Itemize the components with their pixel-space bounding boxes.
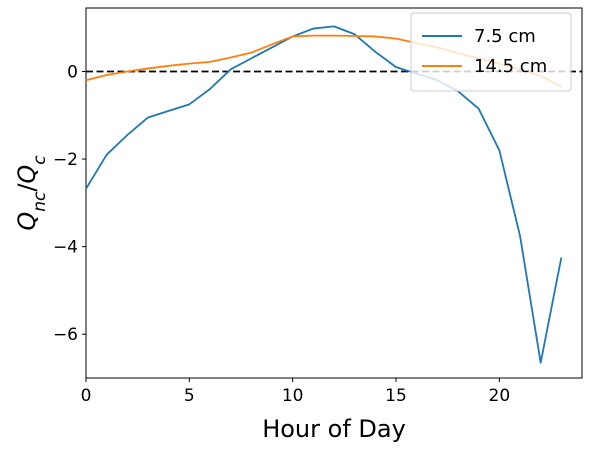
legend-box — [410, 12, 572, 92]
y-tick-label: −4 — [53, 238, 78, 258]
ticks-layer: 0 5 10 15 20 −6 −4 −2 0 — [53, 62, 510, 406]
y-axis-label: Qnc/Qc — [13, 155, 50, 231]
plot-frame — [85, 7, 583, 379]
x-tick-label: 15 — [385, 386, 407, 406]
x-tick-label: 20 — [489, 386, 511, 406]
y-tick-label: 0 — [67, 62, 78, 82]
x-axis-label: Hour of Day — [262, 415, 406, 443]
x-tick-label: 5 — [184, 386, 195, 406]
y-tick-label: −2 — [53, 150, 78, 170]
legend: 7.5 cm 14.5 cm — [410, 12, 572, 92]
x-tick-label: 10 — [282, 386, 304, 406]
series-line-1 — [85, 25, 563, 364]
legend-label-1: 7.5 cm — [474, 26, 536, 47]
x-tick-label: 0 — [81, 386, 92, 406]
legend-label-2: 14.5 cm — [474, 56, 547, 77]
plot-area — [85, 7, 583, 379]
axis-labels: Hour of Day Qnc/Qc — [13, 155, 406, 443]
y-tick-label: −6 — [53, 325, 78, 345]
